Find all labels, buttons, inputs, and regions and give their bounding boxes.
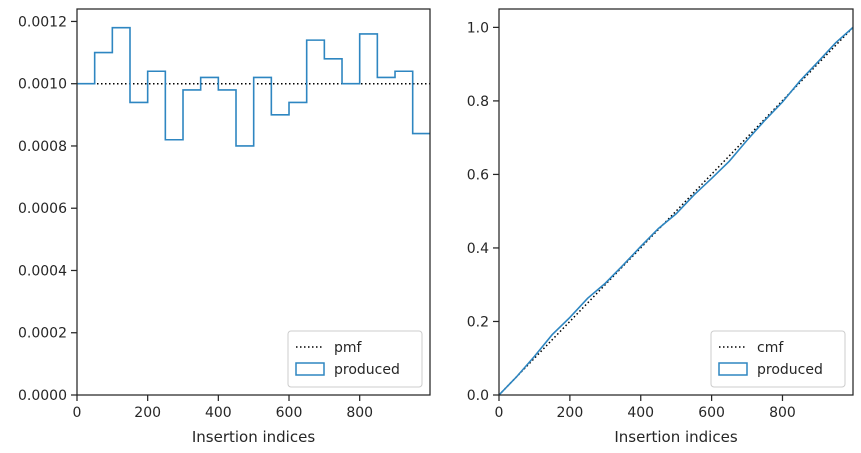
pmf-y-tick-label: 0.0002: [18, 326, 67, 342]
cmf-legend: cmf produced: [710, 330, 846, 388]
pmf-x-tick-label: 400: [205, 405, 232, 421]
pmf-plot-area: [77, 26, 430, 147]
cmf-y-tick-label: 0.2: [467, 314, 489, 330]
cmf-y-tick-label: 0.4: [467, 241, 489, 257]
pmf-y-tick-label: 0.0010: [18, 77, 67, 93]
pmf-x-tick-label: 600: [276, 405, 303, 421]
cmf-legend-marker-produced: [718, 362, 748, 376]
pmf-y-tick-label: 0.0000: [18, 388, 67, 404]
pmf-chart-panel: 0 200 400 600 800 0.0000 0.0002 0.0004 0.0006 0.0…: [18, 8, 431, 446]
pmf-x-tick-label: 200: [134, 405, 161, 421]
cmf-x-axis-label: Insertion indices: [614, 428, 737, 446]
cmf-x-tick-label: 400: [627, 405, 654, 421]
cmf-x-tick-label: 0: [495, 405, 504, 421]
pmf-x-tick-label: 800: [346, 405, 373, 421]
cmf-chart-panel: 0 200 400 600 800 0.0 0.2 0.4 0.6 0.8 1.0 Insertion…: [467, 8, 854, 446]
pmf-series-produced: [77, 26, 430, 147]
cmf-legend-label-cmf: cmf: [757, 340, 784, 356]
cmf-y-tick-label: 1.0: [467, 20, 489, 36]
pmf-y-tick-label: 0.0006: [18, 201, 67, 217]
cmf-x-tick-label: 600: [698, 405, 725, 421]
pmf-legend-marker-produced: [295, 362, 325, 376]
cmf-y-tick-label: 0.0: [467, 388, 489, 404]
pmf-legend-label-pmf: pmf: [334, 340, 363, 356]
cmf-x-tick-label: 200: [557, 405, 584, 421]
pmf-y-tick-label: 0.0012: [18, 14, 67, 30]
cmf-axes-frame: [498, 8, 854, 396]
pmf-y-tick-label: 0.0008: [18, 139, 67, 155]
cmf-series-produced: [499, 26, 853, 395]
cmf-x-tick-label: 800: [769, 405, 796, 421]
pmf-y-tick-label: 0.0004: [18, 263, 67, 279]
pmf-x-tick-label: 0: [73, 405, 82, 421]
pmf-legend: pmf produced: [287, 330, 423, 388]
pmf-legend-label-produced: produced: [334, 362, 400, 378]
cmf-plot-area: [499, 26, 853, 395]
pmf-axes-frame: [76, 8, 431, 396]
cmf-legend-label-produced: produced: [757, 362, 823, 378]
cmf-y-tick-label: 0.8: [467, 94, 489, 110]
cmf-legend-box: [710, 330, 846, 388]
pmf-legend-box: [287, 330, 423, 388]
cmf-y-tick-label: 0.6: [467, 167, 489, 183]
pmf-x-axis-label: Insertion indices: [192, 428, 315, 446]
